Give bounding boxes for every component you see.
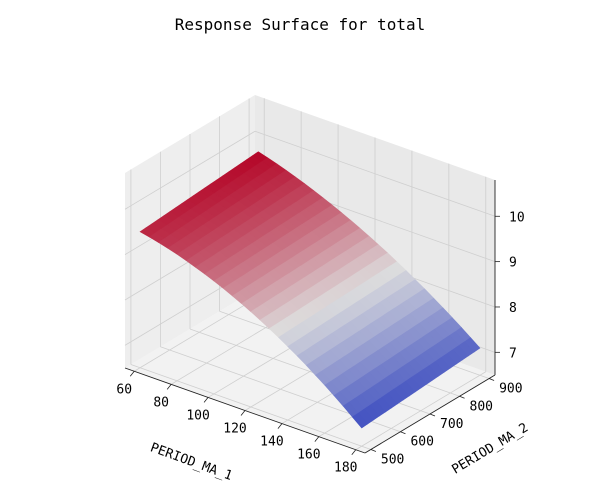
y-tick-label: 800 <box>470 399 493 414</box>
x-tick-mark <box>166 384 172 390</box>
x-tick-mark <box>203 397 209 403</box>
z-tick-label: 8 <box>509 301 517 316</box>
z-tick-label: 10 <box>509 210 525 225</box>
z-tick-label: 7 <box>509 346 517 361</box>
x-tick-mark <box>277 423 283 429</box>
y-tick-mark <box>429 413 436 417</box>
x-tick-label: 140 <box>260 435 283 450</box>
y-tick-label: 500 <box>381 452 404 467</box>
y-tick-mark <box>459 395 465 399</box>
x-tick-label: 60 <box>116 382 132 397</box>
y-tick-label: 700 <box>440 417 463 432</box>
y-tick-mark <box>400 431 406 435</box>
gridline-y-floor <box>130 364 372 450</box>
chart-title: Response Surface for total <box>175 15 425 34</box>
y-tick-label: 600 <box>410 435 433 450</box>
x-tick-mark <box>351 449 357 455</box>
x-tick-label: 80 <box>153 395 169 410</box>
x-tick-label: 100 <box>186 408 209 423</box>
x-axis-label: PERIOD_MA_1 <box>148 440 234 484</box>
x-tick-mark <box>129 371 135 377</box>
y-tick-mark <box>370 449 377 452</box>
y-tick-mark <box>488 378 495 381</box>
x-tick-mark <box>314 436 320 442</box>
surface-patch <box>351 412 369 429</box>
gridline-z-back <box>254 130 496 217</box>
gridline-z-left <box>124 130 256 210</box>
x-tick-label: 180 <box>334 461 357 476</box>
z-tick-label: 9 <box>509 256 517 271</box>
x-tick-label: 120 <box>223 422 246 437</box>
x-tick-mark <box>240 410 246 416</box>
x-tick-label: 160 <box>297 448 320 463</box>
y-tick-label: 900 <box>499 382 522 397</box>
